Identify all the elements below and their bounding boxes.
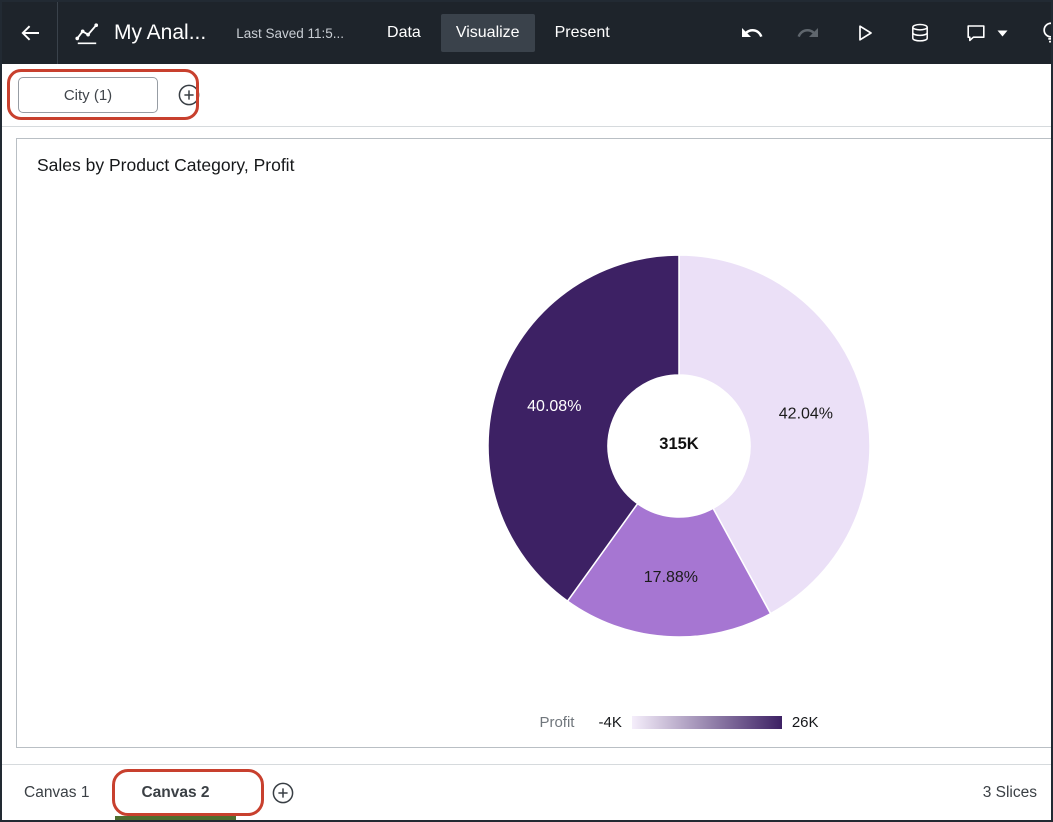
legend-label: Profit	[539, 714, 575, 731]
donut-chart[interactable]: 42.04% 17.88% 40.08%	[469, 236, 889, 656]
canvas-work-area: Sales by Product Category, Profit 42.04%…	[2, 127, 1051, 764]
legend-gradient-bar	[631, 716, 782, 729]
comments-dropdown-button[interactable]	[996, 20, 1008, 46]
add-canvas-button[interactable]	[270, 780, 296, 806]
tab-canvas-1[interactable]: Canvas 1	[2, 765, 115, 820]
refresh-data-button[interactable]	[907, 20, 933, 46]
slice-label: 40.08%	[527, 398, 581, 415]
undo-button[interactable]	[739, 20, 765, 46]
filter-bar: City (1)	[2, 64, 1051, 127]
donut-slice[interactable]	[566, 502, 772, 638]
undo-icon	[740, 21, 764, 45]
tab-present[interactable]: Present	[540, 14, 625, 52]
chart-legend: Profit -4K 26K	[469, 714, 889, 731]
tab-visualize[interactable]: Visualize	[440, 14, 535, 52]
tab-canvas-2[interactable]: Canvas 2	[115, 765, 236, 820]
comments-control	[963, 20, 1008, 46]
insights-button[interactable]	[1038, 20, 1051, 46]
donut-slice[interactable]	[678, 254, 871, 615]
app-header: My Anal... Last Saved 11:5... Data Visua…	[2, 2, 1051, 64]
slices-status: 3 Slices	[982, 783, 1037, 801]
legend-max-value: 26K	[791, 714, 819, 731]
donut-slice[interactable]	[487, 254, 680, 603]
lightbulb-icon	[1038, 20, 1051, 46]
header-view-tabs: Data Visualize Present	[372, 2, 625, 64]
slice-label: 17.88%	[644, 569, 698, 586]
workbook-title: My Anal...	[114, 21, 207, 44]
chart-title: Sales by Product Category, Profit	[37, 155, 295, 175]
back-button[interactable]	[2, 2, 58, 64]
run-button[interactable]	[851, 20, 877, 46]
tab-data[interactable]: Data	[372, 14, 436, 52]
add-filter-button[interactable]	[176, 82, 202, 108]
redo-icon	[796, 21, 820, 45]
comments-button[interactable]	[963, 20, 989, 46]
filter-city-pill[interactable]: City (1)	[18, 77, 158, 113]
slice-label: 42.04%	[779, 406, 833, 423]
redo-button[interactable]	[795, 20, 821, 46]
analytics-logo-icon	[74, 20, 100, 46]
canvas-1-label: Canvas 1	[24, 783, 90, 801]
donut-center-total: 315K	[659, 435, 699, 453]
canvas-tab-bar: Canvas 1 Canvas 2 3 Slices	[2, 764, 1051, 820]
header-actions	[739, 20, 1051, 46]
play-icon	[852, 21, 876, 45]
plus-circle-icon	[177, 83, 201, 107]
legend-min-value: -4K	[598, 714, 622, 731]
back-arrow-icon	[18, 21, 42, 45]
plus-circle-icon	[271, 781, 295, 805]
canvas-2-label: Canvas 2	[141, 783, 210, 801]
visualization-tile[interactable]: Sales by Product Category, Profit 42.04%…	[16, 138, 1051, 748]
last-saved-text: Last Saved 11:5...	[236, 25, 345, 41]
comment-bubble-icon	[964, 21, 988, 45]
database-icon	[908, 21, 932, 45]
caret-down-icon	[997, 30, 1008, 37]
